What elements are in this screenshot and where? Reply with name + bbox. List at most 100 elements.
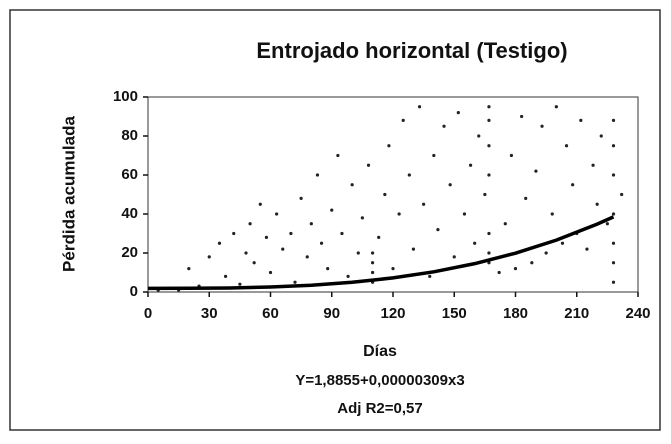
scatter-point xyxy=(299,196,303,200)
scatter-point xyxy=(268,270,273,275)
scatter-point xyxy=(422,202,426,206)
scatter-point xyxy=(550,212,554,216)
scatter-point xyxy=(238,282,242,286)
scatter-point xyxy=(289,231,293,236)
scatter-point xyxy=(360,216,364,220)
scatter-point xyxy=(309,222,313,226)
scatter-point xyxy=(319,241,324,245)
scatter-point xyxy=(232,231,236,236)
scatter-point xyxy=(611,118,616,122)
x-tick-label: 210 xyxy=(564,305,589,322)
scatter-point xyxy=(611,144,616,148)
scatter-point xyxy=(564,144,569,148)
y-tick-label: 40 xyxy=(121,205,138,222)
scatter-point xyxy=(524,196,528,200)
scatter-point xyxy=(244,251,248,255)
scatter-point xyxy=(258,202,262,206)
scatter-point xyxy=(611,173,616,177)
scatter-point xyxy=(611,261,616,265)
equation: Y=1,8855+0,00000309x3 xyxy=(295,372,464,389)
scatter-point xyxy=(513,267,518,271)
scatter-point xyxy=(509,153,514,158)
r-squared: Adj R2=0,57 xyxy=(337,400,422,417)
scatter-point xyxy=(611,212,616,216)
scatter-point xyxy=(370,270,375,275)
scatter-point xyxy=(595,202,599,206)
scatter-point xyxy=(534,169,538,173)
scatter-point xyxy=(456,111,460,115)
scatter-point xyxy=(448,183,452,187)
scatter-point xyxy=(540,124,544,128)
scatter-point xyxy=(315,173,320,177)
scatter-point xyxy=(530,261,534,265)
scatter-point xyxy=(487,105,491,109)
scatter-point xyxy=(452,255,456,259)
x-tick-label: 60 xyxy=(262,305,279,322)
scatter-point xyxy=(487,118,491,122)
scatter-point xyxy=(370,261,375,265)
chart-title: Entrojado horizontal (Testigo) xyxy=(256,38,567,63)
scatter-point xyxy=(599,134,603,138)
scatter-point xyxy=(520,114,524,119)
scatter-point xyxy=(401,118,405,122)
scatter-point xyxy=(611,280,616,284)
scatter-point xyxy=(305,255,309,259)
scatter-point xyxy=(503,222,507,226)
scatter-point xyxy=(223,274,228,278)
y-tick-label: 60 xyxy=(121,166,138,183)
scatter-point xyxy=(554,105,558,109)
y-axis-label: Pérdida acumulada xyxy=(59,116,78,272)
scatter-point xyxy=(383,192,387,197)
scatter-point xyxy=(483,192,487,197)
scatter-point xyxy=(579,118,583,122)
x-tick-label: 240 xyxy=(625,305,650,322)
y-tick-label: 20 xyxy=(121,244,138,261)
scatter-point xyxy=(497,270,501,275)
scatter-point xyxy=(387,144,391,148)
scatter-point xyxy=(462,212,467,216)
x-tick-label: 180 xyxy=(503,305,528,322)
chart-frame xyxy=(9,9,661,431)
scatter-point xyxy=(428,274,432,278)
y-tick-label: 100 xyxy=(113,88,138,105)
scatter-point xyxy=(473,241,477,245)
scatter-point xyxy=(620,192,624,197)
x-tick-label: 90 xyxy=(323,305,340,322)
x-axis-label: Días xyxy=(363,343,397,360)
scatter-point xyxy=(275,212,279,216)
scatter-point xyxy=(442,124,446,128)
scatter-point xyxy=(411,247,416,251)
x-tick-label: 150 xyxy=(442,305,467,322)
scatter-point xyxy=(330,208,334,212)
scatter-point xyxy=(217,241,222,245)
scatter-point xyxy=(293,280,297,284)
scatter-point xyxy=(468,163,473,167)
scatter-point xyxy=(544,251,548,255)
scatter-point xyxy=(207,255,211,259)
scatter-point xyxy=(611,241,616,245)
scatter-point xyxy=(605,222,609,226)
scatter-point xyxy=(187,267,191,271)
x-tick-label: 0 xyxy=(144,305,152,322)
scatter-point xyxy=(391,267,395,271)
scatter-point xyxy=(370,251,375,255)
scatter-point xyxy=(397,212,401,216)
scatter-point xyxy=(487,173,491,177)
scatter-point xyxy=(560,241,565,245)
scatter-point xyxy=(377,235,381,239)
scatter-point xyxy=(436,228,440,232)
scatter-point xyxy=(281,247,285,251)
scatter-point xyxy=(432,153,436,158)
fit-curve xyxy=(147,215,615,291)
scatter-point xyxy=(346,274,350,278)
scatter-point xyxy=(356,251,360,255)
scatter-point xyxy=(248,222,252,226)
scatter-point xyxy=(487,231,491,236)
x-tick-label: 120 xyxy=(380,305,405,322)
scatter-point xyxy=(326,267,330,271)
scatter-point xyxy=(571,183,575,187)
scatter-point xyxy=(264,235,269,239)
y-tick-label: 80 xyxy=(121,127,138,144)
scatter-point xyxy=(487,144,491,148)
